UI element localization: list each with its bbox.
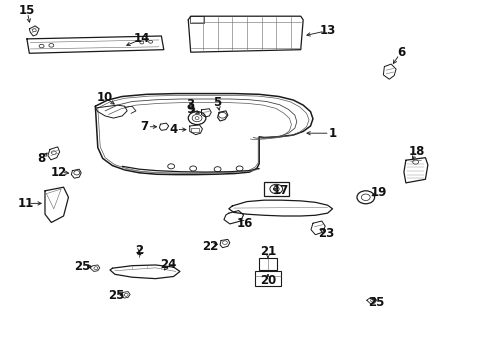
Text: 21: 21 xyxy=(259,246,276,258)
Text: 23: 23 xyxy=(318,227,334,240)
Text: 2: 2 xyxy=(135,244,143,257)
Text: 10: 10 xyxy=(97,91,113,104)
Text: 14: 14 xyxy=(133,32,150,45)
Bar xyxy=(264,182,288,196)
Text: 5: 5 xyxy=(213,96,221,109)
Text: 25: 25 xyxy=(108,289,124,302)
Text: 17: 17 xyxy=(272,184,289,197)
Bar xyxy=(190,128,198,132)
Text: 24: 24 xyxy=(160,258,177,271)
Text: 22: 22 xyxy=(202,240,218,253)
Text: 25: 25 xyxy=(367,296,384,309)
Text: 8: 8 xyxy=(38,152,45,165)
Text: 12: 12 xyxy=(50,166,67,179)
Bar xyxy=(189,16,204,23)
Text: 7: 7 xyxy=(141,120,148,133)
Text: 11: 11 xyxy=(17,197,34,210)
Text: 6: 6 xyxy=(396,46,404,59)
Bar xyxy=(255,271,280,286)
Text: 18: 18 xyxy=(407,145,424,158)
Text: 1: 1 xyxy=(328,127,336,140)
Text: 25: 25 xyxy=(74,260,90,273)
Text: 15: 15 xyxy=(19,4,35,17)
Text: 13: 13 xyxy=(319,24,335,37)
Text: 9: 9 xyxy=(186,103,194,116)
Text: 20: 20 xyxy=(259,274,276,287)
Bar xyxy=(259,258,276,270)
Text: 4: 4 xyxy=(169,123,177,136)
Text: 16: 16 xyxy=(236,217,252,230)
Text: 19: 19 xyxy=(370,186,386,199)
Text: 3: 3 xyxy=(186,98,194,111)
